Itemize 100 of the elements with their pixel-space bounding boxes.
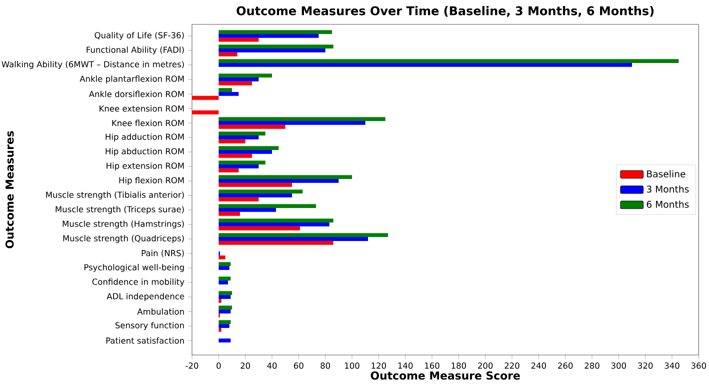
bar (218, 136, 259, 140)
bar (218, 59, 679, 63)
bar (218, 194, 292, 198)
x-tick-label: 100 (345, 362, 360, 369)
y-tick-label: Muscle strength (Tibialis anterior) (46, 191, 184, 200)
y-tick-label: Hip extension ROM (106, 162, 184, 170)
y-tick-label: Hip abduction ROM (106, 148, 184, 156)
bar (218, 212, 240, 216)
x-tick-label: 80 (320, 362, 330, 369)
bar (218, 266, 230, 270)
bar (218, 44, 334, 48)
bar (218, 30, 332, 34)
bar (218, 132, 266, 136)
bar (218, 222, 330, 226)
x-tick-label: 220 (504, 362, 520, 369)
bar (218, 121, 366, 125)
bar (218, 276, 231, 281)
bar (218, 328, 222, 332)
y-tick-label: Psychological well-being (84, 264, 184, 272)
bar (218, 150, 272, 154)
bar (218, 77, 259, 82)
y-tick-label: Muscle strength (Quadriceps) (63, 234, 184, 243)
bar (218, 52, 238, 56)
bar (218, 262, 231, 266)
bar (218, 240, 334, 245)
x-tick-label: 360 (691, 362, 706, 369)
bar (218, 92, 239, 96)
bar (218, 74, 272, 78)
bar (218, 320, 231, 324)
y-tick-label: Muscle strength (Triceps surae) (56, 206, 184, 214)
y-tick-label: Pain (NRS) (142, 250, 184, 258)
x-tick-label: 300 (611, 362, 626, 369)
bar (218, 280, 228, 284)
bar (218, 204, 316, 208)
y-tick-label: Confidence in mobility (92, 278, 184, 286)
legend-label: Baseline (647, 170, 686, 178)
bar (218, 338, 231, 342)
bar (218, 190, 303, 194)
x-tick-label: -20 (186, 362, 198, 369)
x-axis-title: Outcome Measure Score (370, 371, 520, 380)
bar (218, 182, 292, 187)
x-tick-label: 160 (425, 362, 440, 369)
bar (192, 96, 219, 100)
x-tick-label: 280 (584, 362, 600, 369)
x-tick-label: 120 (372, 362, 386, 369)
bar (218, 208, 276, 212)
bar (218, 306, 232, 310)
y-tick-label: Functional Ability (FADI) (86, 46, 184, 54)
bar (218, 237, 368, 241)
x-tick-label: 20 (240, 362, 250, 369)
y-tick-label: Ankle dorsiflexion ROM (88, 90, 184, 98)
y-tick-label: ADL independence (106, 293, 184, 301)
bar (218, 168, 239, 172)
bar (218, 81, 252, 86)
x-tick-label: 320 (638, 362, 653, 369)
x-tick-label: 0 (216, 362, 221, 369)
y-tick-label: Muscle strength (Hamstrings) (62, 220, 184, 228)
bar (218, 160, 266, 165)
bar (218, 164, 259, 168)
bar (218, 255, 226, 260)
y-tick-label: Quality of Life (SF-36) (94, 32, 184, 40)
bar (218, 139, 246, 144)
y-tick-label: Ambulation (137, 308, 184, 315)
bar (218, 38, 259, 42)
legend-label: 3 Months (646, 185, 689, 193)
x-tick-label: 180 (452, 362, 466, 369)
y-tick-label: Knee flexion ROM (112, 120, 184, 126)
y-tick-label: Patient satisfaction (106, 337, 184, 344)
x-tick-label: 140 (398, 362, 413, 369)
x-tick-label: 260 (558, 362, 573, 369)
bar (218, 324, 230, 328)
legend-label: 6 Months (646, 200, 689, 208)
y-tick-label: Knee extension ROM (100, 105, 184, 112)
bar (218, 34, 319, 38)
y-tick-label: Hip adduction ROM (106, 133, 184, 142)
y-tick-label: Ankle plantarflexion ROM (80, 75, 184, 84)
x-tick-label: 200 (478, 362, 493, 369)
bar (218, 48, 326, 52)
bar (218, 179, 339, 183)
y-tick-label: Sensory function (115, 322, 184, 330)
bar (218, 146, 279, 150)
x-tick-label: 40 (267, 362, 277, 369)
y-tick-label: Hip flexion ROM (119, 176, 184, 185)
bar (218, 233, 388, 238)
bar (218, 124, 286, 129)
bar (218, 154, 252, 158)
x-tick-label: 60 (294, 362, 304, 369)
bar (218, 117, 386, 121)
bar (218, 295, 231, 299)
bar (218, 226, 300, 230)
bar (192, 110, 219, 114)
chart-title: Outcome Measures Over Time (Baseline, 3 Months, 6 Months) (236, 6, 654, 17)
bar (218, 218, 334, 223)
x-tick-label: 340 (664, 362, 680, 369)
y-axis-title: Outcome Measures (5, 131, 14, 248)
bar (218, 298, 222, 303)
x-tick-label: 240 (531, 362, 546, 369)
bar (218, 291, 232, 296)
bar (218, 62, 632, 67)
bar (218, 197, 259, 202)
